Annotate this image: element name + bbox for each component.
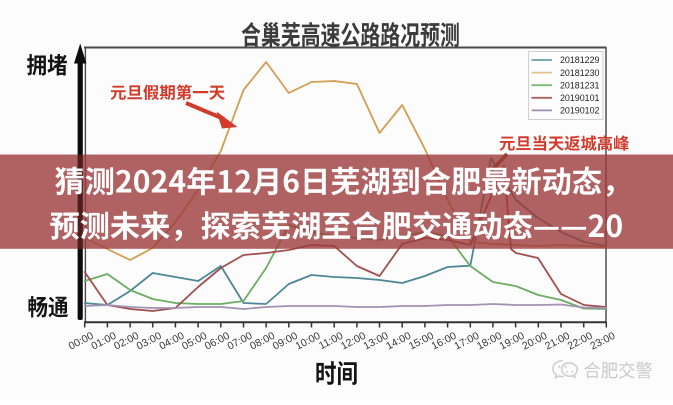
- svg-text:20181230: 20181230: [560, 68, 600, 78]
- svg-text:20181231: 20181231: [560, 80, 600, 90]
- svg-text:20190101: 20190101: [560, 93, 600, 103]
- svg-text:20190102: 20190102: [560, 106, 600, 116]
- svg-text:20181229: 20181229: [560, 55, 600, 65]
